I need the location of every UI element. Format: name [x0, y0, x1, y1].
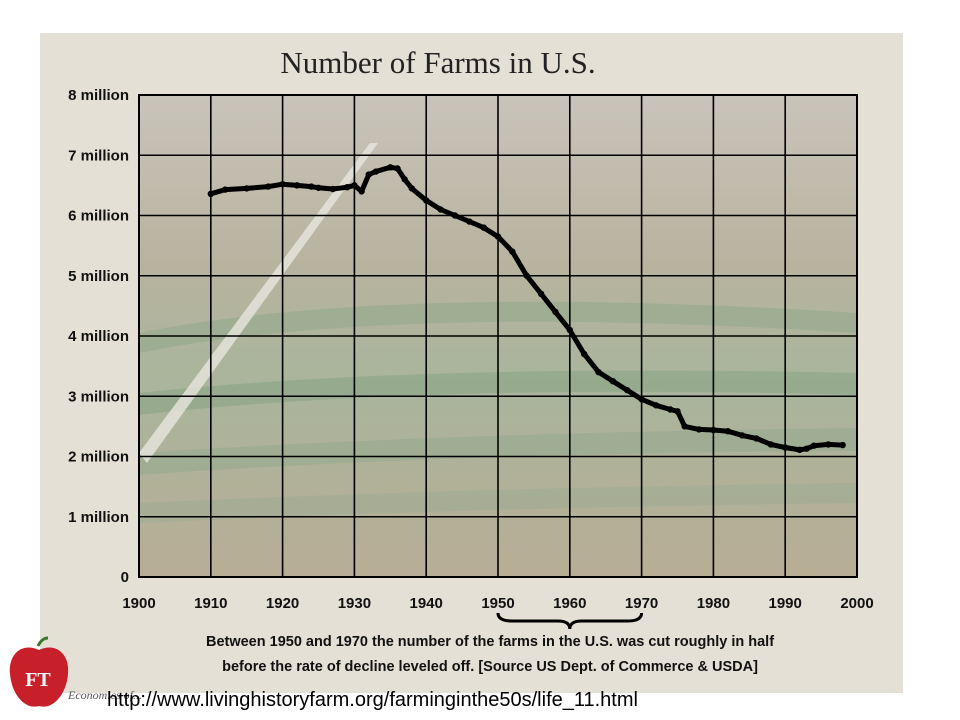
data-point	[803, 445, 810, 452]
data-point	[387, 164, 394, 171]
caption-line-2: before the rate of decline leveled off. …	[222, 659, 758, 675]
data-point	[401, 176, 408, 183]
data-point	[329, 185, 337, 193]
x-tick-label: 1970	[625, 595, 658, 612]
y-tick-label: 5 million	[68, 268, 129, 285]
apple-logo: FT	[9, 636, 69, 707]
data-point	[293, 182, 301, 189]
data-point	[279, 180, 286, 188]
data-point	[358, 188, 365, 195]
data-point	[451, 212, 459, 219]
data-point	[351, 182, 358, 189]
plot-border	[138, 94, 858, 578]
data-point	[566, 326, 573, 334]
data-point	[365, 171, 372, 178]
data-point	[738, 432, 746, 439]
chart-title: Number of Farms in U.S.	[280, 45, 595, 80]
data-point	[595, 368, 602, 376]
y-tick-label: 4 million	[68, 328, 129, 345]
y-tick-label: 0	[121, 569, 129, 586]
series-points	[207, 164, 846, 454]
data-point	[466, 218, 473, 225]
data-point	[372, 168, 380, 175]
data-point	[494, 233, 502, 240]
data-point	[724, 427, 731, 435]
y-tick-label: 1 million	[68, 509, 129, 526]
x-tick-label: 1900	[122, 595, 155, 612]
data-point	[408, 185, 416, 192]
source-url[interactable]: http://www.livinghistoryfarm.org/farming…	[107, 689, 638, 711]
logo-subtext: Economics of...	[68, 688, 142, 702]
x-tick-label: 1930	[338, 595, 371, 612]
y-tick-label: 6 million	[68, 208, 129, 225]
logo-text: FT	[25, 669, 51, 691]
data-point	[638, 396, 645, 403]
y-tick-label: 3 million	[68, 388, 129, 405]
y-axis-ticks: 0 1 million 2 million 3 million 4 million 5 m…	[68, 87, 129, 586]
x-tick-label: 1980	[697, 595, 730, 612]
y-tick-label: 8 million	[68, 87, 129, 104]
data-point	[537, 290, 545, 298]
caption-line-1: Between 1950 and 1970 the number of the …	[206, 634, 774, 650]
data-point	[796, 446, 803, 454]
data-point	[394, 165, 401, 172]
data-point	[580, 350, 588, 358]
data-point	[767, 441, 775, 448]
data-point	[207, 190, 214, 198]
data-point	[423, 197, 430, 204]
data-point	[681, 423, 688, 430]
data-point	[221, 186, 229, 193]
data-point	[243, 185, 250, 192]
y-tick-label: 7 million	[68, 147, 129, 164]
data-point	[437, 206, 444, 213]
data-point	[552, 308, 559, 316]
data-point	[782, 444, 789, 451]
data-point	[839, 441, 846, 449]
range-brace	[496, 612, 644, 630]
data-point	[825, 441, 832, 448]
data-point	[674, 408, 681, 415]
x-tick-label: 1960	[553, 595, 586, 612]
data-point	[308, 183, 315, 190]
x-tick-label: 1990	[769, 595, 802, 612]
x-tick-label: 1940	[410, 595, 443, 612]
farms-chart: Number of Farms in U.S. 0 1 million 2 mill…	[68, 45, 874, 675]
data-point	[315, 184, 322, 191]
data-point	[344, 183, 351, 191]
data-point	[609, 377, 617, 385]
data-point	[509, 248, 516, 255]
x-tick-label: 1910	[194, 595, 227, 612]
data-point	[710, 426, 717, 434]
x-axis-ticks: 1900 1910 1920 1930 1940 1950 1960 1970 1980 1990…	[122, 595, 873, 612]
data-point	[695, 426, 703, 433]
data-point	[523, 272, 530, 279]
data-point	[652, 402, 660, 409]
data-point	[624, 387, 631, 394]
data-point	[480, 224, 487, 231]
x-tick-label: 1950	[481, 595, 514, 612]
x-tick-label: 2000	[840, 595, 873, 612]
x-tick-label: 1920	[266, 595, 299, 612]
y-tick-label: 2 million	[68, 449, 129, 466]
data-point	[667, 406, 674, 413]
data-point	[810, 442, 818, 449]
data-point	[265, 183, 272, 190]
data-point	[753, 435, 760, 442]
